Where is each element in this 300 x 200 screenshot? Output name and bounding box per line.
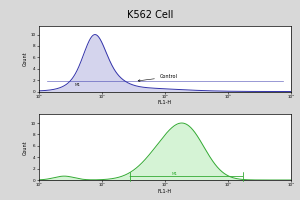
Y-axis label: Count: Count xyxy=(22,140,28,155)
X-axis label: FL1-H: FL1-H xyxy=(158,189,172,194)
Text: Control: Control xyxy=(138,74,178,82)
Text: M1: M1 xyxy=(172,172,178,176)
Text: K562 Cell: K562 Cell xyxy=(127,10,173,20)
Y-axis label: Count: Count xyxy=(22,51,28,66)
X-axis label: FL1-H: FL1-H xyxy=(158,100,172,105)
Text: M1: M1 xyxy=(74,83,80,87)
